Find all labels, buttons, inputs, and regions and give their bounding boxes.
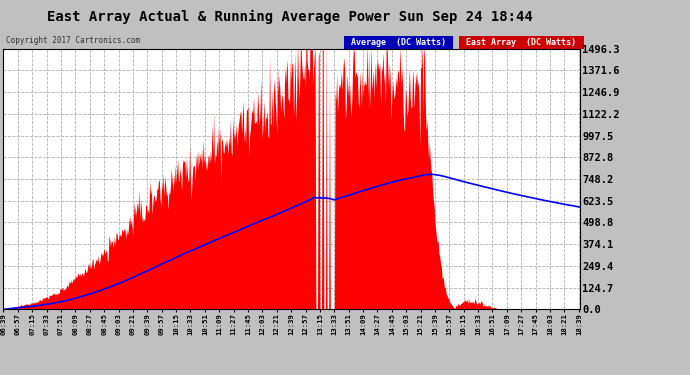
Text: Average  (DC Watts): Average (DC Watts): [346, 38, 451, 47]
Text: East Array  (DC Watts): East Array (DC Watts): [462, 38, 582, 47]
Text: East Array Actual & Running Average Power Sun Sep 24 18:44: East Array Actual & Running Average Powe…: [47, 9, 533, 24]
Text: Copyright 2017 Cartronics.com: Copyright 2017 Cartronics.com: [6, 36, 139, 45]
